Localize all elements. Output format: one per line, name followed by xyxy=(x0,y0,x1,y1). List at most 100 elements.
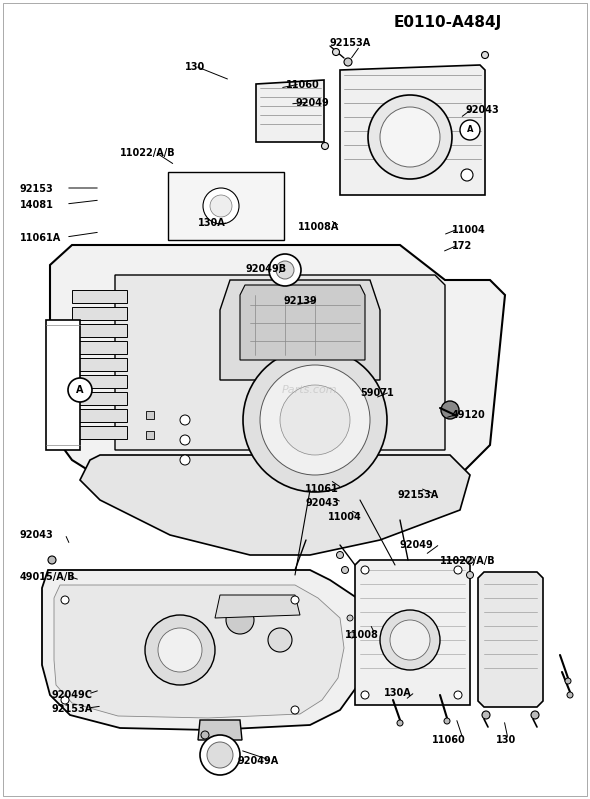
Circle shape xyxy=(531,711,539,719)
Circle shape xyxy=(344,58,352,66)
Circle shape xyxy=(180,455,190,465)
Circle shape xyxy=(342,566,349,574)
Polygon shape xyxy=(80,455,470,555)
Text: 92139: 92139 xyxy=(283,296,317,306)
Polygon shape xyxy=(42,570,365,730)
Polygon shape xyxy=(215,595,300,618)
Text: 172: 172 xyxy=(452,241,472,251)
Text: 59071: 59071 xyxy=(360,388,394,398)
Text: 14081: 14081 xyxy=(20,200,54,210)
Bar xyxy=(72,341,127,354)
Circle shape xyxy=(397,720,403,726)
Circle shape xyxy=(203,188,239,224)
Circle shape xyxy=(268,628,292,652)
Polygon shape xyxy=(50,245,505,540)
Bar xyxy=(146,411,154,419)
Circle shape xyxy=(444,718,450,724)
Text: 11061: 11061 xyxy=(305,484,339,494)
Polygon shape xyxy=(478,572,543,707)
Bar xyxy=(72,290,127,303)
Circle shape xyxy=(180,415,190,425)
Circle shape xyxy=(482,711,490,719)
Circle shape xyxy=(226,606,254,634)
Bar xyxy=(72,426,127,439)
Text: 11060: 11060 xyxy=(432,735,466,745)
Text: E0110-A484J: E0110-A484J xyxy=(394,15,502,30)
Text: 92049A: 92049A xyxy=(238,756,279,766)
Text: 11004: 11004 xyxy=(328,512,362,522)
Text: 92153: 92153 xyxy=(20,184,54,194)
Bar xyxy=(72,358,127,371)
Text: 11022/A/B: 11022/A/B xyxy=(120,148,176,158)
Circle shape xyxy=(347,615,353,621)
Circle shape xyxy=(361,566,369,574)
Polygon shape xyxy=(115,275,445,450)
Text: 92153A: 92153A xyxy=(330,38,371,48)
Polygon shape xyxy=(240,285,365,360)
Circle shape xyxy=(349,632,355,638)
Text: 11008A: 11008A xyxy=(298,222,339,232)
Bar xyxy=(72,392,127,405)
Bar xyxy=(72,375,127,388)
Text: 92049: 92049 xyxy=(296,98,330,108)
Bar xyxy=(46,320,80,450)
Circle shape xyxy=(61,596,69,604)
Circle shape xyxy=(280,385,350,455)
Circle shape xyxy=(481,51,489,58)
Circle shape xyxy=(454,566,462,574)
Polygon shape xyxy=(256,80,324,142)
Text: 92043: 92043 xyxy=(20,530,54,540)
Text: 130A: 130A xyxy=(198,218,226,228)
Circle shape xyxy=(322,142,329,149)
Text: 11004: 11004 xyxy=(452,225,486,235)
Polygon shape xyxy=(220,280,380,380)
Circle shape xyxy=(390,620,430,660)
Text: 92049C: 92049C xyxy=(52,690,93,700)
Text: 130A: 130A xyxy=(384,688,412,698)
Polygon shape xyxy=(54,585,344,718)
Circle shape xyxy=(380,107,440,167)
Text: A: A xyxy=(467,125,473,134)
Text: 92049: 92049 xyxy=(400,540,434,550)
Circle shape xyxy=(333,49,339,55)
Circle shape xyxy=(158,628,202,672)
Circle shape xyxy=(276,261,294,279)
Text: 11060: 11060 xyxy=(286,80,320,90)
Circle shape xyxy=(61,696,69,704)
Circle shape xyxy=(336,551,343,559)
Text: 11022/A/B: 11022/A/B xyxy=(440,556,496,566)
Text: 92043: 92043 xyxy=(466,105,500,115)
Circle shape xyxy=(368,95,452,179)
Circle shape xyxy=(565,678,571,684)
Polygon shape xyxy=(355,560,470,705)
Bar xyxy=(72,324,127,337)
Circle shape xyxy=(200,735,240,775)
Circle shape xyxy=(467,556,474,563)
Circle shape xyxy=(207,742,233,768)
Text: 92049B: 92049B xyxy=(246,264,287,274)
Text: 49120: 49120 xyxy=(452,410,486,420)
Polygon shape xyxy=(168,172,284,240)
Circle shape xyxy=(68,378,92,402)
Circle shape xyxy=(460,120,480,140)
Text: 130: 130 xyxy=(185,62,205,72)
Circle shape xyxy=(180,435,190,445)
Circle shape xyxy=(201,731,209,739)
Circle shape xyxy=(48,556,56,564)
Text: 92153A: 92153A xyxy=(52,704,93,714)
Circle shape xyxy=(467,571,474,578)
Circle shape xyxy=(269,254,301,286)
Text: 49015/A/B: 49015/A/B xyxy=(20,572,76,582)
Circle shape xyxy=(567,692,573,698)
Text: 92043: 92043 xyxy=(305,498,339,508)
Circle shape xyxy=(260,365,370,475)
Circle shape xyxy=(291,596,299,604)
Circle shape xyxy=(145,615,215,685)
Circle shape xyxy=(454,691,462,699)
Circle shape xyxy=(210,195,232,217)
Polygon shape xyxy=(198,720,242,740)
Bar xyxy=(72,307,127,320)
Circle shape xyxy=(380,610,440,670)
Text: 11008: 11008 xyxy=(345,630,379,640)
Text: A: A xyxy=(76,385,84,395)
